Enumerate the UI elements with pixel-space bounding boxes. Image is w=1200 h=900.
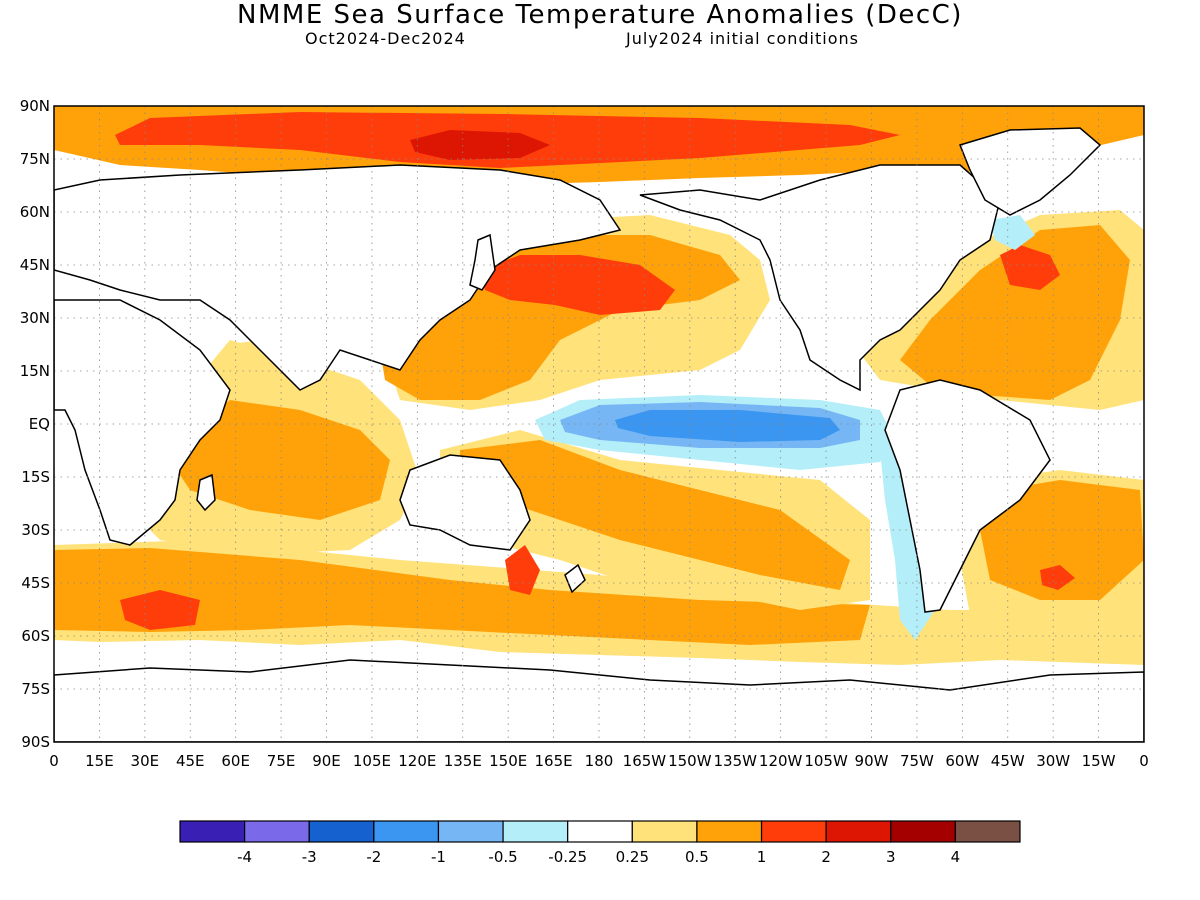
- lon-label: 120E: [398, 752, 436, 770]
- south-indian-hot-spot: [120, 590, 200, 630]
- colorbar: [179, 820, 1021, 843]
- lon-label: 120W: [759, 752, 803, 770]
- equatorial-cold-core: [615, 410, 840, 442]
- tasman-sea-hot-spot: [505, 545, 540, 595]
- initial-conditions: July2024 initial conditions: [626, 29, 859, 48]
- gulf-stream-strong-warm: [1000, 245, 1060, 290]
- southern-ocean-orange: [54, 548, 870, 645]
- labrador-cold-patch: [990, 215, 1035, 250]
- colorbar-swatch: [244, 820, 310, 843]
- colorbar-label: -2: [366, 848, 381, 866]
- lon-label: 105E: [353, 752, 391, 770]
- antarctica: [54, 659, 1144, 742]
- colorbar-label: 0.5: [685, 848, 709, 866]
- colorbar-label: 0.25: [616, 848, 649, 866]
- lon-label: 0: [49, 752, 59, 770]
- lon-label: 105W: [804, 752, 848, 770]
- colorbar-swatch: [890, 820, 956, 843]
- lon-label: 75E: [267, 752, 296, 770]
- south-america: [884, 379, 1051, 613]
- indian-ocean-orange: [170, 400, 390, 520]
- lon-label: 150W: [668, 752, 712, 770]
- colorbar-label: 3: [886, 848, 896, 866]
- new-zealand: [564, 563, 586, 594]
- lat-label: 75S: [21, 680, 50, 698]
- colorbar-swatch: [502, 820, 569, 843]
- colorbar-swatch: [696, 820, 763, 843]
- lon-label: 90W: [855, 752, 889, 770]
- lon-label: 60E: [221, 752, 250, 770]
- japan: [469, 233, 496, 291]
- lon-label: 180: [585, 752, 614, 770]
- latitude-labels: 90N 75N 60N 45N 30N 15N EQ 15S 30S 45S 60S 75S 90S: [20, 97, 50, 751]
- lon-label: 135E: [444, 752, 482, 770]
- lon-label: 135W: [714, 752, 758, 770]
- lat-label: 90S: [21, 733, 50, 751]
- lon-label: 45W: [991, 752, 1025, 770]
- lon-label: 165W: [623, 752, 667, 770]
- colorbar-swatch: [825, 820, 892, 843]
- colorbar-swatch: [760, 820, 827, 843]
- lat-label: 75N: [20, 150, 50, 168]
- colorbar-label: -0.5: [488, 848, 517, 866]
- south-atlantic-hot-spot: [1040, 565, 1075, 590]
- lat-label: 30S: [21, 521, 50, 539]
- colorbar-swatch: [179, 820, 246, 843]
- lat-label: 15S: [21, 468, 50, 486]
- colorbar-swatch: [954, 820, 1021, 843]
- kuroshio-strong-warm: [480, 255, 675, 315]
- north-america: [639, 164, 1001, 392]
- north-atlantic-orange: [900, 225, 1130, 400]
- lat-label: 30N: [20, 309, 50, 327]
- colorbar-labels: -4 -3 -2 -1 -0.5 -0.25 0.25 0.5 1 2 3 4: [237, 848, 960, 866]
- colorbar-swatch: [631, 820, 698, 843]
- arctic-hot-spot: [410, 130, 550, 160]
- madagascar: [196, 473, 216, 512]
- south-atlantic-orange: [980, 480, 1144, 600]
- lat-label: 45S: [21, 574, 50, 592]
- lon-label: 165E: [535, 752, 573, 770]
- lon-label: 30W: [1036, 752, 1070, 770]
- greenland: [958, 127, 1102, 216]
- lat-label: 45N: [20, 256, 50, 274]
- colorbar-swatch: [373, 820, 440, 843]
- colorbar-label: -4: [237, 848, 252, 866]
- lon-label: 150E: [489, 752, 527, 770]
- australia: [399, 454, 531, 551]
- colorbar-label: -0.25: [548, 848, 587, 866]
- colorbar-label: 1: [757, 848, 767, 866]
- lon-label: 45E: [176, 752, 205, 770]
- colorbar-swatch: [437, 820, 504, 843]
- lat-label: EQ: [29, 415, 50, 433]
- colorbar-label: 2: [821, 848, 831, 866]
- lon-label: 75W: [900, 752, 934, 770]
- colorbar-label: -3: [302, 848, 317, 866]
- longitude-labels: 0 15E 30E 45E 60E 75E 90E 105E 120E 135E 150E 165E 1…: [49, 752, 1149, 770]
- forecast-period: Oct2024-Dec2024: [305, 29, 466, 48]
- lon-label: 30E: [131, 752, 160, 770]
- lon-label: 15E: [85, 752, 114, 770]
- eurasia: [54, 164, 622, 391]
- colorbar-swatch: [308, 820, 375, 843]
- lon-label: 0: [1139, 752, 1149, 770]
- continents: [54, 127, 1144, 742]
- lon-label: 15W: [1082, 752, 1116, 770]
- map-frame: [53, 105, 1145, 743]
- lat-label: 90N: [20, 97, 50, 115]
- lon-label: 60W: [945, 752, 979, 770]
- colorbar-label: -1: [431, 848, 446, 866]
- colorbar-label: 4: [951, 848, 961, 866]
- africa: [54, 299, 231, 546]
- lon-label: 90E: [312, 752, 341, 770]
- lat-label: 15N: [20, 362, 50, 380]
- south-pacific-orange: [460, 440, 850, 590]
- lat-label: 60S: [21, 627, 50, 645]
- lat-label: 60N: [20, 203, 50, 221]
- map-title: NMME Sea Surface Temperature Anomalies (…: [237, 0, 963, 30]
- colorbar-swatch: [567, 820, 633, 843]
